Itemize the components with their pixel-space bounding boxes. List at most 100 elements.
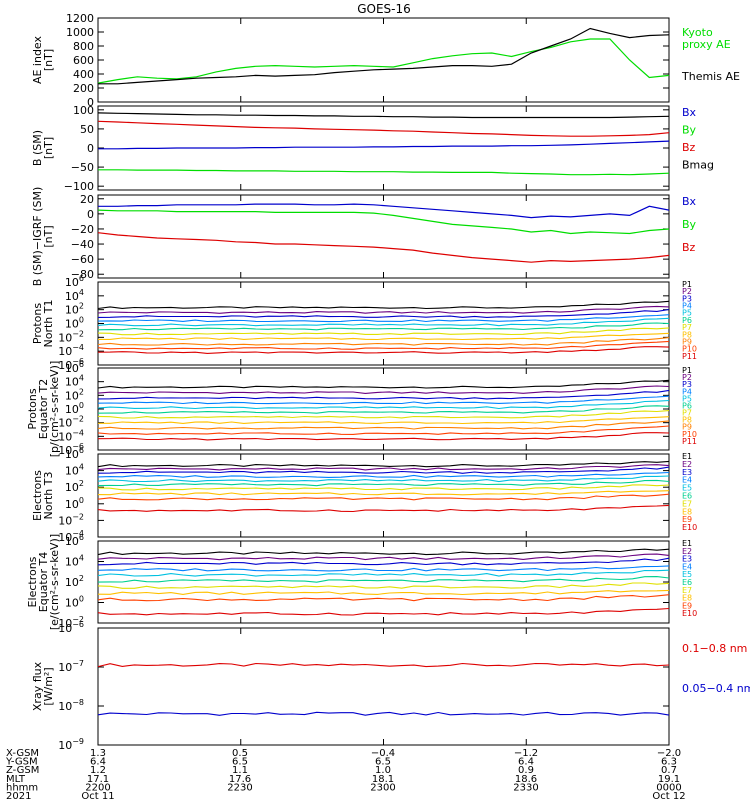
legend-p3: P3 [682,380,692,389]
x-axis-value: 0.7 [661,765,677,776]
series-line-p5 [97,317,670,327]
panel-3: −80 −60 −40 −20 0 20 B (SM)−IGRF (SM)[nT] Bx By B… [31,187,697,287]
x-axis-value: 6.4 [518,757,534,768]
legend-by: By [682,218,697,231]
series-line-e4 [97,471,670,478]
x-axis-value: 1.0 [375,765,391,776]
panel-frame [97,194,670,279]
y-tick-label: 800 [73,40,94,53]
series-line-e6 [97,479,670,487]
series-line-e1 [97,460,670,468]
y-axis-label: Equator T2 [37,379,50,439]
x-axis-value: 0.5 [232,748,248,759]
x-axis-value: −1.2 [514,748,538,759]
y-axis-label: [nT] [42,49,55,71]
x-axis-row-label: Z-GSM [6,765,39,776]
y-axis-label: Electrons [31,470,44,521]
y-axis-label: AE index [31,35,44,84]
x-axis-value: 0000 [656,782,681,793]
y-tick-label: 400 [73,68,94,81]
y-tick-label: 10−6 [58,620,84,635]
y-tick-label: 10−6 [58,357,84,372]
y-axis-label: B (SM) [31,130,44,166]
legend-0-1-0-8-nm: 0.1−0.8 nm [682,642,747,655]
y-axis-label: Equator T4 [37,552,50,612]
series-line-e2 [97,553,670,561]
series-line-e5 [97,569,670,577]
y-tick-label: 10−2 [58,512,84,527]
plot-title: GOES-16 [357,2,411,16]
legend-e5: E5 [682,484,692,493]
legend-p6: P6 [682,401,692,410]
legend-e8: E8 [682,594,692,603]
y-tick-label: 10−9 [58,737,84,752]
y-axis-label: Protons [26,388,39,429]
y-tick-label: 1200 [66,12,94,25]
y-axis-label: B (SM)−IGRF (SM) [31,187,44,287]
series-line-p10 [97,425,670,435]
y-tick-label: 10−2 [58,615,84,630]
legend-p2: P2 [682,373,692,382]
legend-p9: P9 [682,337,692,346]
y-axis-label: [p/(cm²-s-sr-keV)] [48,361,61,458]
x-axis-value: 0.9 [518,765,534,776]
legend-bx: Bx [682,195,697,208]
series-line-e8 [97,589,670,596]
series-line-0-05-0-4-nm [97,711,670,716]
legend-e2: E2 [682,547,692,556]
y-tick-label: 106 [65,446,84,461]
series-line-e7 [97,582,670,589]
y-tick-label: 200 [73,82,94,95]
legend-e1: E1 [682,452,692,461]
y-tick-label: 100 [65,401,84,416]
x-axis-value: 6.3 [661,757,677,768]
legend-bx: Bx [682,106,697,119]
series-line-p1 [97,379,670,389]
y-tick-label: 10−6 [58,442,84,457]
legend-themis-ae: Themis AE [681,70,740,83]
legend-e4: E4 [682,562,692,571]
x-axis-row-label: X-GSM [6,748,39,759]
series-line-e5 [97,475,670,483]
y-tick-label: 100 [65,316,84,331]
legend-e6: E6 [682,492,692,501]
y-tick-label: 106 [65,360,84,375]
legend-p8: P8 [682,330,692,339]
y-tick-label: 102 [65,574,84,589]
y-tick-label: 1000 [66,26,94,39]
series-line-e10 [97,504,670,513]
legend-p4: P4 [682,387,692,396]
legend-e10: E10 [682,523,697,532]
y-tick-label: 20 [80,193,94,206]
y-tick-label: 10−2 [58,415,84,430]
x-axis-row-label: hhmm [6,782,38,793]
x-axis-value: 19.1 [658,774,680,785]
x-axis-value: 1.2 [90,765,106,776]
y-tick-label: 10−4 [58,343,84,358]
series-line-p4 [97,395,670,405]
legend-e5: E5 [682,570,692,579]
series-line-p7 [97,410,670,419]
legend-e3: E3 [682,555,692,564]
legend-p1: P1 [682,280,692,289]
x-axis-value: 17.6 [229,774,251,785]
panel-8: 10−9 10−8 10−7 10−6 Xray flux[W/m²] 0.1−0.8 n… [31,620,750,752]
x-axis-value: 18.6 [515,774,537,785]
y-tick-label: −60 [71,253,94,266]
y-tick-label: 102 [65,302,84,317]
x-axis-value: 2230 [227,782,252,793]
series-line-p10 [97,340,670,350]
series-line-bz [97,232,670,263]
series-line-by [97,209,670,235]
series-line-by [98,169,670,176]
y-tick-label: 0 [87,96,94,109]
series-line-e7 [97,484,670,491]
legend-bz: Bz [682,141,696,154]
legend-bz: Bz [682,241,696,254]
y-axis-label: Protons [31,303,44,344]
series-line-e9 [97,594,670,602]
legend-e7: E7 [682,499,692,508]
